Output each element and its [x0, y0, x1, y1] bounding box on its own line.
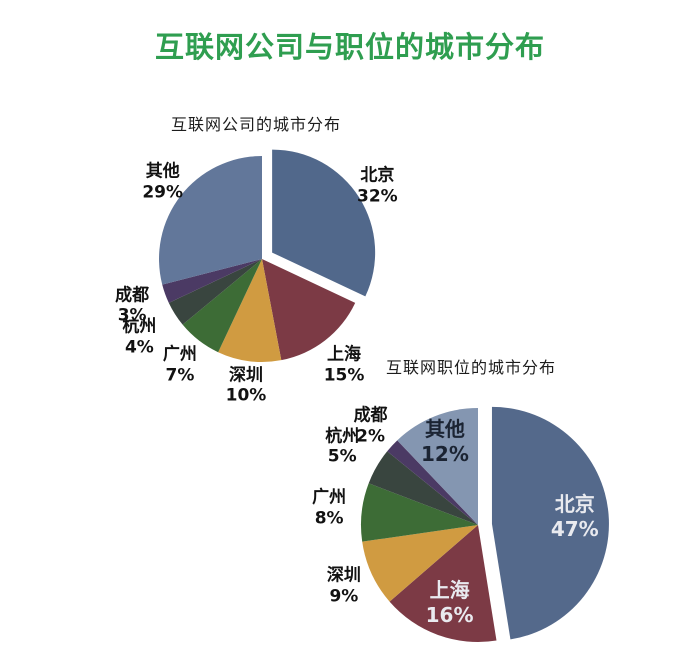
chart1-slice-shenzhen: [218, 259, 282, 363]
chart1-slice-others: [159, 156, 262, 285]
chart2-slice-shanghai: [389, 525, 497, 643]
chart2-slice-chengdu: [387, 440, 478, 525]
chart1-slice-guangzhou: [182, 259, 262, 353]
chart1-slice-shanghai: [262, 259, 356, 361]
page-title: 互联网公司与职位的城市分布: [154, 30, 545, 64]
chart2-title: 互联网职位的城市分布: [385, 358, 557, 377]
chart2-slice-guangzhou: [360, 483, 478, 542]
chart1-slice-chengdu: [162, 259, 262, 303]
chart1-slice-beijing: [272, 149, 376, 297]
chart1-slice-hangzhou: [168, 259, 262, 325]
chart1-title: 互联网公司的城市分布: [170, 115, 342, 134]
chart2-slice-shenzhen: [362, 525, 478, 602]
chart2-slice-beijing: [491, 406, 609, 640]
chart2-slice-hangzhou: [368, 451, 478, 525]
chart2-slice-others: [397, 407, 478, 525]
